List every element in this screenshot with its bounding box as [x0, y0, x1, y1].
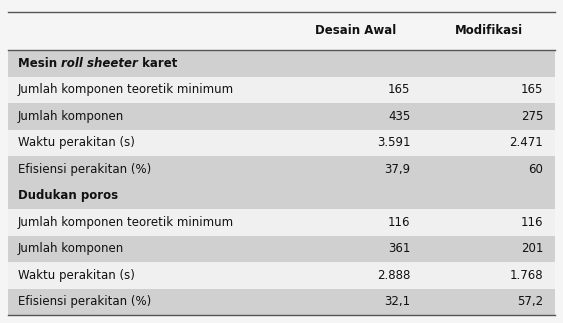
Bar — [8, 130, 555, 156]
Text: Efisiensi perakitan (%): Efisiensi perakitan (%) — [18, 295, 151, 308]
Bar — [8, 77, 555, 103]
Text: 2.471: 2.471 — [510, 136, 543, 149]
Bar — [8, 12, 555, 50]
Bar — [8, 288, 555, 315]
Text: 2.888: 2.888 — [377, 269, 410, 282]
Text: 201: 201 — [521, 242, 543, 255]
Text: roll sheeter: roll sheeter — [61, 57, 138, 70]
Text: Waktu perakitan (s): Waktu perakitan (s) — [18, 136, 135, 149]
Text: 435: 435 — [388, 110, 410, 123]
Text: 116: 116 — [521, 216, 543, 229]
Text: Modifikasi: Modifikasi — [454, 25, 522, 37]
Text: 37,9: 37,9 — [384, 163, 410, 176]
Bar — [8, 182, 555, 209]
Text: 165: 165 — [388, 83, 410, 96]
Bar — [8, 209, 555, 235]
Text: Jumlah komponen teoretik minimum: Jumlah komponen teoretik minimum — [18, 83, 234, 96]
Bar — [8, 103, 555, 130]
Text: 165: 165 — [521, 83, 543, 96]
Bar — [8, 50, 555, 77]
Text: 1.768: 1.768 — [510, 269, 543, 282]
Text: Jumlah komponen: Jumlah komponen — [18, 242, 124, 255]
Text: 3.591: 3.591 — [377, 136, 410, 149]
Text: 32,1: 32,1 — [384, 295, 410, 308]
Text: 361: 361 — [388, 242, 410, 255]
Text: Efisiensi perakitan (%): Efisiensi perakitan (%) — [18, 163, 151, 176]
Text: Jumlah komponen: Jumlah komponen — [18, 110, 124, 123]
Text: Mesin: Mesin — [18, 57, 61, 70]
Text: Waktu perakitan (s): Waktu perakitan (s) — [18, 269, 135, 282]
Text: Desain Awal: Desain Awal — [315, 25, 397, 37]
Text: Dudukan poros: Dudukan poros — [18, 189, 118, 202]
Bar — [8, 262, 555, 288]
Text: 116: 116 — [388, 216, 410, 229]
Bar — [8, 235, 555, 262]
Text: 275: 275 — [521, 110, 543, 123]
Bar — [8, 156, 555, 182]
Text: Jumlah komponen teoretik minimum: Jumlah komponen teoretik minimum — [18, 216, 234, 229]
Text: 57,2: 57,2 — [517, 295, 543, 308]
Text: karet: karet — [138, 57, 177, 70]
Text: 60: 60 — [528, 163, 543, 176]
